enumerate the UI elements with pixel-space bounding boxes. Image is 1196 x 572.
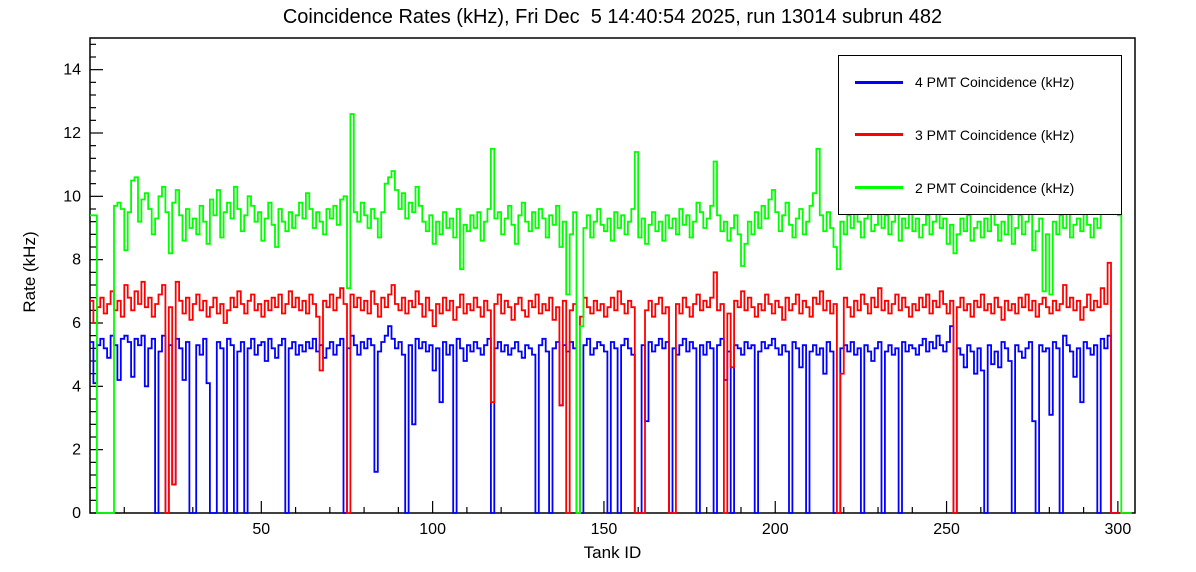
- series-line-1: [90, 261, 1132, 514]
- x-tick-label: 150: [591, 521, 618, 538]
- y-tick-label: 12: [63, 125, 81, 142]
- y-tick-label: 0: [72, 505, 81, 522]
- x-tick-label: 300: [1105, 521, 1132, 538]
- legend-entry-2pmt: 2 PMT Coincidence (kHz): [839, 180, 1121, 196]
- plot-frame: [89, 37, 1136, 514]
- x-tick-label: 250: [933, 521, 960, 538]
- legend-entry-4pmt: 4 PMT Coincidence (kHz): [839, 74, 1121, 90]
- y-tick-label: 2: [72, 442, 81, 459]
- y-tick-label: 10: [63, 188, 81, 205]
- legend-label-4pmt: 4 PMT Coincidence (kHz): [915, 74, 1075, 91]
- legend-line-swatch-2pmt: [855, 186, 903, 190]
- series-line-0: [90, 325, 1132, 514]
- legend-line-swatch-4pmt: [855, 80, 903, 84]
- x-axis-label: Tank ID: [583, 543, 642, 562]
- legend-label-2pmt: 2 PMT Coincidence (kHz): [915, 179, 1075, 196]
- x-tick-label: 200: [762, 521, 789, 538]
- y-tick-label: 6: [72, 315, 81, 332]
- legend: 4 PMT Coincidence (kHz) 3 PMT Coincidenc…: [838, 55, 1122, 215]
- x-tick-label: 50: [252, 521, 270, 538]
- legend-line-swatch-3pmt: [855, 133, 903, 137]
- series-line-2: [90, 109, 1132, 514]
- legend-entry-3pmt: 3 PMT Coincidence (kHz): [839, 127, 1121, 143]
- y-tick-label: 4: [72, 378, 81, 395]
- chart-title: Coincidence Rates (kHz), Fri Dec 5 14:40…: [282, 6, 943, 28]
- x-tick-label: 100: [419, 521, 446, 538]
- y-tick-label: 8: [72, 252, 81, 269]
- legend-label-3pmt: 3 PMT Coincidence (kHz): [915, 126, 1075, 143]
- y-tick-label: 14: [63, 62, 81, 79]
